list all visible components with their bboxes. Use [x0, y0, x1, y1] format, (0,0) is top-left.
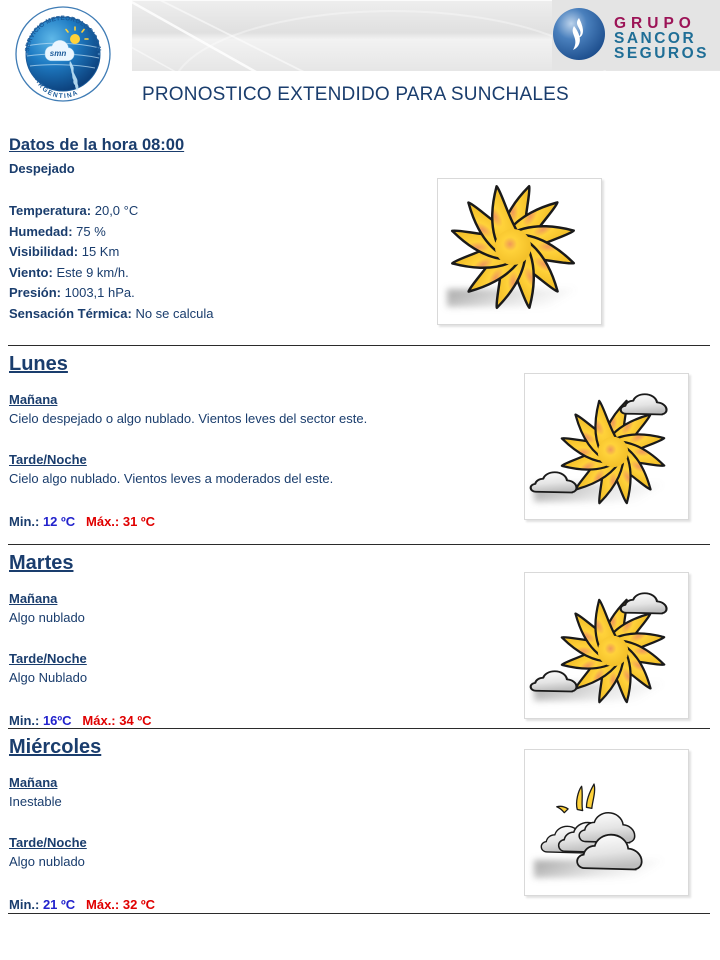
svg-text:smn: smn: [50, 49, 67, 58]
svg-text:SEGUROS: SEGUROS: [614, 45, 709, 62]
